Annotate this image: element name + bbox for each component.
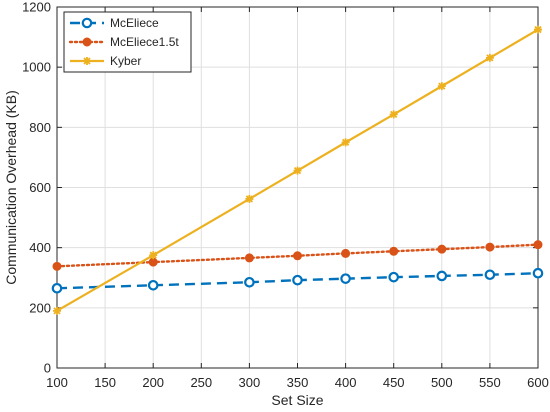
y-tick-label: 200 bbox=[29, 300, 51, 315]
data-point bbox=[149, 251, 158, 260]
data-point bbox=[244, 253, 254, 263]
legend-item: McEliece bbox=[70, 16, 159, 30]
data-point bbox=[484, 269, 496, 281]
x-tick-label: 200 bbox=[142, 375, 164, 390]
data-point bbox=[341, 248, 351, 258]
legend-item: McEliece1.5t bbox=[68, 35, 179, 49]
legend-swatch-marker bbox=[82, 37, 92, 47]
data-point bbox=[532, 267, 544, 279]
data-point bbox=[293, 251, 302, 261]
data-point bbox=[437, 82, 446, 91]
data-point bbox=[341, 138, 350, 147]
legend: McEliece McEliece1.5t Kyber bbox=[63, 11, 192, 73]
data-point bbox=[436, 270, 448, 282]
data-point bbox=[389, 110, 398, 119]
data-point bbox=[293, 166, 302, 175]
data-point bbox=[244, 276, 255, 288]
data-point bbox=[148, 257, 158, 267]
y-tick-label: 600 bbox=[29, 180, 51, 195]
x-tick-label: 550 bbox=[479, 375, 501, 390]
x-tick-label: 450 bbox=[383, 375, 405, 390]
legend-label: Kyber bbox=[110, 54, 141, 68]
x-axis-title: Set Size bbox=[271, 392, 323, 408]
data-point bbox=[53, 306, 61, 315]
legend-label: McEliece1.5t bbox=[110, 35, 179, 49]
data-point bbox=[340, 273, 351, 284]
data-point bbox=[245, 194, 254, 203]
x-tick-label: 600 bbox=[527, 375, 549, 390]
y-tick-label: 1000 bbox=[22, 60, 51, 75]
x-tick-label: 400 bbox=[335, 375, 357, 390]
data-point bbox=[388, 271, 399, 283]
series-Kyber bbox=[53, 25, 542, 315]
data-point bbox=[533, 240, 543, 250]
x-tick-label: 250 bbox=[190, 375, 212, 390]
legend-item: Kyber bbox=[70, 54, 141, 68]
series-layer bbox=[51, 25, 544, 315]
data-point bbox=[51, 282, 63, 294]
axis-ticks: 100 150 200 250 300 350 400 450 500 550 600 0 200 400… bbox=[22, 0, 549, 390]
y-tick-label: 400 bbox=[29, 240, 51, 255]
legend-label: McEliece bbox=[110, 16, 159, 30]
y-tick-label: 0 bbox=[44, 361, 51, 376]
series-McEliece bbox=[51, 267, 544, 294]
x-tick-label: 500 bbox=[431, 375, 453, 390]
y-tick-label: 800 bbox=[29, 120, 51, 135]
data-point bbox=[52, 261, 62, 271]
y-tick-label: 1200 bbox=[22, 0, 51, 15]
legend-swatch-marker bbox=[83, 57, 91, 65]
data-point bbox=[485, 242, 495, 252]
x-tick-label: 100 bbox=[46, 375, 68, 390]
y-axis-title: Communication Overhead (KB) bbox=[3, 90, 19, 285]
series-McEliece1.5t bbox=[52, 240, 543, 271]
x-tick-label: 350 bbox=[287, 375, 309, 390]
x-tick-label: 300 bbox=[239, 375, 261, 390]
data-point bbox=[292, 274, 303, 286]
data-point bbox=[437, 244, 447, 254]
data-point bbox=[534, 25, 542, 34]
x-tick-label: 150 bbox=[94, 375, 116, 390]
data-point bbox=[485, 53, 494, 62]
legend-swatch-marker bbox=[81, 17, 93, 29]
data-point bbox=[389, 246, 399, 256]
data-point bbox=[147, 279, 159, 291]
